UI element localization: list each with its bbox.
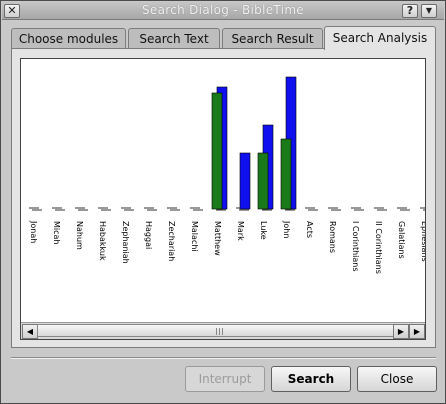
bar-series-1-luke [257,152,269,210]
bar-series-2-mark [239,152,251,210]
title-bar: ✕ Search Dialog - BibleTime ? ▼ [2,2,444,20]
category-label: Mark [236,221,245,241]
tab-search-analysis[interactable]: Search Analysis [324,26,436,50]
scroll-right-arrow-icon[interactable]: ▶ [393,324,409,339]
window-title: Search Dialog - BibleTime [142,3,304,17]
category-label: Micah [52,221,61,245]
bar-series-1-matthew [211,92,223,210]
tab-bar: Choose modules Search Text Search Result… [11,26,436,50]
close-window-button[interactable]: ✕ [4,4,20,18]
tab-choose-modules[interactable]: Choose modules [11,28,126,48]
grip-line [222,328,223,335]
grip-line [219,328,220,335]
interrupt-button[interactable]: Interrupt [185,366,265,392]
category-label: Nahum [75,221,84,250]
tab-search-text[interactable]: Search Text [128,28,220,48]
category-label: Malachi [190,221,199,252]
grip-line [216,328,217,335]
help-button[interactable]: ? [402,4,418,18]
scroll-right-end-arrow-icon[interactable]: ▶ [409,324,425,339]
search-button[interactable]: Search [271,366,351,392]
category-label: Matthew [213,221,222,256]
close-button[interactable]: Close [357,366,437,392]
bar-series-1-john [280,138,292,210]
category-label: II Corinthians [374,221,383,274]
category-label: Ephesians [420,221,425,262]
category-label: Zephaniah [121,221,130,264]
analysis-chart-frame: Jonah Micah Nahum Habakkuk Zephaniah Haggai Ze… [20,58,426,340]
category-label: Luke [259,221,268,240]
window-menu-button[interactable]: ▼ [421,4,437,18]
category-label: Galatians [397,221,406,259]
separator [11,357,436,359]
category-label: Romans [328,221,337,253]
category-label: Jonah [29,220,38,243]
category-label: John [282,220,291,238]
category-label: Acts [305,221,314,238]
category-label: I Corinthians [351,221,360,272]
category-label: Habakkuk [98,221,107,261]
category-label: Zechariah [167,221,176,261]
scroll-thumb[interactable] [37,324,401,337]
tab-search-result[interactable]: Search Result [222,28,323,48]
category-label: Haggai [144,221,153,249]
scroll-left-arrow-icon[interactable]: ◀ [22,324,38,339]
analysis-chart: Jonah Micah Nahum Habakkuk Zephaniah Haggai Ze… [29,76,425,274]
horizontal-scrollbar[interactable]: ◀ ▶ ▶ [21,322,425,339]
